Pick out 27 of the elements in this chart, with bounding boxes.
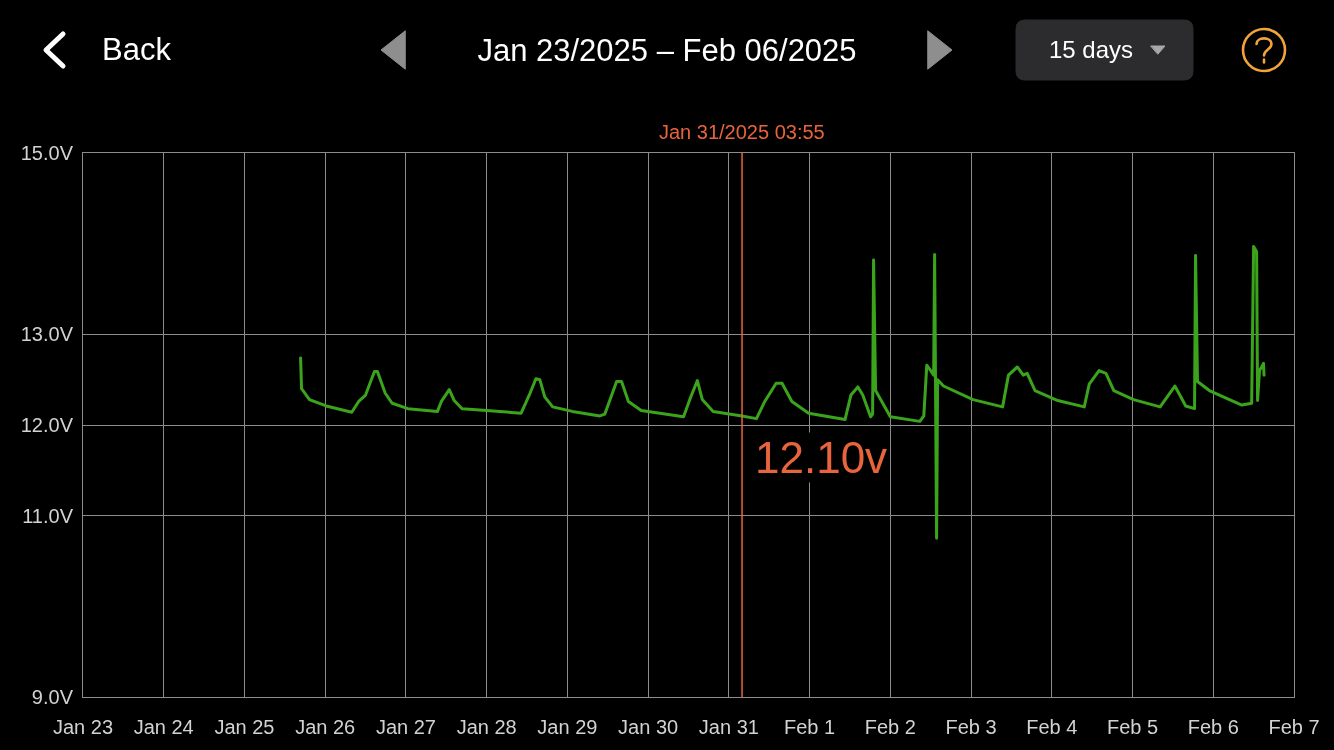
- x-tick-label: Jan 27: [375, 716, 436, 738]
- text: Back: [102, 32, 172, 67]
- x-tick-label: Feb 5: [1106, 716, 1159, 738]
- x-tick-label: Feb 6: [1187, 716, 1239, 738]
- x-tick-label: Feb 7: [1268, 716, 1320, 738]
- text: 15 days: [1049, 36, 1134, 63]
- y-tick-label: 12.0V: [20, 414, 74, 436]
- x-tick-label: Jan 28: [456, 716, 517, 738]
- y-tick-label: 11.0V: [22, 504, 74, 527]
- x-tick-label: Jan 31: [698, 716, 759, 738]
- x-tick-label: Jan 26: [295, 716, 356, 738]
- x-tick-label: Jan 25: [214, 716, 275, 738]
- y-tick-label: 15.0V: [20, 142, 74, 164]
- x-tick-label: Feb 3: [945, 716, 997, 738]
- x-tick-label: Jan 23: [52, 716, 114, 738]
- chart-title: Jan 23/2025 – Feb 06/2025: [477, 32, 857, 68]
- x-tick-label: Feb 4: [1026, 716, 1078, 738]
- x-tick-label: Jan 24: [133, 716, 194, 738]
- x-tick-label: Jan 30: [618, 716, 679, 738]
- x-tick-label: Feb 2: [864, 716, 916, 738]
- x-tick-label: Feb 1: [784, 716, 836, 738]
- y-tick-label: 9.0V: [31, 686, 74, 708]
- ref-line-label: Jan 31/2025 03:55: [659, 121, 825, 143]
- x-tick-label: Jan 29: [537, 716, 598, 738]
- y-tick-label: 13.0V: [20, 323, 74, 346]
- line-series: [299, 244, 1266, 540]
- annotation: 12.10v: [755, 433, 888, 482]
